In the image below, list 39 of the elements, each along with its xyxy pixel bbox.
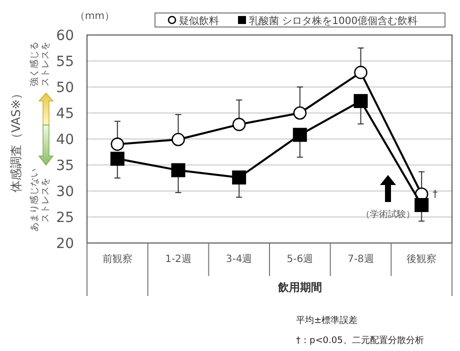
- annotation: †: [432, 189, 438, 200]
- y-tick-label: 50: [56, 80, 74, 96]
- annotation: （学術試験）: [361, 209, 415, 220]
- legend-label: 乳酸菌 シロタ株を1000億個含む飲料: [249, 15, 418, 27]
- point: [232, 170, 246, 184]
- x-tick-label: 5-6週: [286, 254, 314, 265]
- y-tick-label: 30: [56, 184, 74, 200]
- y-tick-label: 45: [56, 106, 74, 122]
- text: ストレスを: [41, 42, 51, 86]
- y-tick-label: 55: [56, 54, 74, 70]
- text: 強く感じる: [29, 42, 40, 86]
- y-tick-label: 60: [56, 28, 74, 44]
- text: あまり感じない: [29, 168, 40, 232]
- x-tick-label: 7-8週: [348, 254, 374, 265]
- x-tick-label: 3-4週: [226, 254, 252, 265]
- x-axis-title: 飲用期間: [276, 281, 322, 294]
- point: [354, 66, 368, 80]
- point: [171, 163, 186, 178]
- point: [414, 198, 429, 212]
- y-tick-label: 25: [56, 210, 74, 226]
- y-tick-label: 20: [56, 236, 74, 252]
- y-tick-label: 35: [56, 158, 74, 174]
- point: [293, 106, 307, 120]
- point: [232, 118, 246, 132]
- text: †：p<0.05、二元配置分散分析: [296, 335, 424, 346]
- point: [110, 152, 124, 166]
- point: [354, 94, 368, 108]
- x-tick-label: 前観察: [102, 253, 132, 265]
- point: [172, 132, 185, 146]
- y-axis-title: 体感調査（VAS※）: [9, 87, 23, 193]
- x-tick-label: 後観察: [406, 253, 437, 265]
- point: [292, 128, 307, 142]
- point: [110, 138, 124, 151]
- text: ストレスを: [41, 178, 51, 222]
- text: 平均±標準誤差: [296, 315, 358, 326]
- x-tick-label: 1-2週: [165, 254, 192, 265]
- y-tick-label: 40: [56, 132, 74, 148]
- legend-label: 疑似飲料: [179, 15, 219, 27]
- text: （mm）: [75, 11, 114, 22]
